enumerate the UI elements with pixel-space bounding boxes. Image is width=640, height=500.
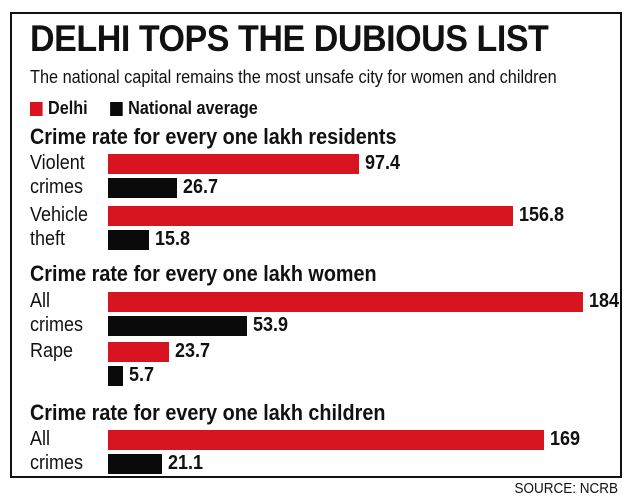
legend-label-national: National average xyxy=(128,98,258,118)
section-heading: Crime rate for every one lakh children xyxy=(30,400,386,425)
bar-national xyxy=(108,316,248,336)
value-label-national: 5.7 xyxy=(128,364,154,386)
bar-delhi xyxy=(108,292,583,312)
category-label: crimes xyxy=(30,176,84,198)
legend-swatch-delhi xyxy=(30,101,43,116)
bar-national xyxy=(108,178,177,198)
legend: Delhi National average xyxy=(30,98,276,121)
chart-title: DELHI TOPS THE DUBIOUS LIST xyxy=(30,18,549,59)
bar-national xyxy=(108,366,123,386)
category-label: All xyxy=(30,290,51,312)
section-heading: Crime rate for every one lakh women xyxy=(30,261,377,286)
category-label: All xyxy=(30,428,51,450)
value-label-delhi: 184 xyxy=(588,290,619,312)
category-label: theft xyxy=(30,228,66,250)
value-label-delhi: 169 xyxy=(550,428,581,450)
bar-national xyxy=(108,454,163,474)
legend-item-national: National average xyxy=(110,98,258,119)
legend-label-delhi: Delhi xyxy=(48,98,88,118)
chart-subtitle: The national capital remains the most un… xyxy=(30,66,557,87)
section-heading: Crime rate for every one lakh residents xyxy=(30,124,397,149)
category-label: Vehicle xyxy=(30,204,89,226)
value-label-delhi: 97.4 xyxy=(365,152,401,174)
value-label-national: 21.1 xyxy=(168,452,204,474)
source-note: SOURCE: NCRB xyxy=(514,480,618,497)
bar-delhi xyxy=(108,206,513,226)
category-label: crimes xyxy=(30,452,84,474)
category-label: crimes xyxy=(30,314,84,336)
value-label-national: 26.7 xyxy=(182,176,218,198)
bar-national xyxy=(108,230,149,250)
bar-delhi xyxy=(108,154,360,174)
category-label: Violent xyxy=(30,152,85,174)
value-label-delhi: 23.7 xyxy=(175,340,211,362)
legend-swatch-national xyxy=(110,101,123,116)
bar-delhi xyxy=(108,430,545,450)
value-label-delhi: 156.8 xyxy=(518,204,564,226)
chart-frame xyxy=(10,12,622,478)
bar-delhi xyxy=(108,342,170,362)
category-label: Rape xyxy=(30,340,74,362)
value-label-national: 15.8 xyxy=(154,228,190,250)
legend-item-delhi: Delhi xyxy=(30,98,88,119)
value-label-national: 53.9 xyxy=(253,314,289,336)
